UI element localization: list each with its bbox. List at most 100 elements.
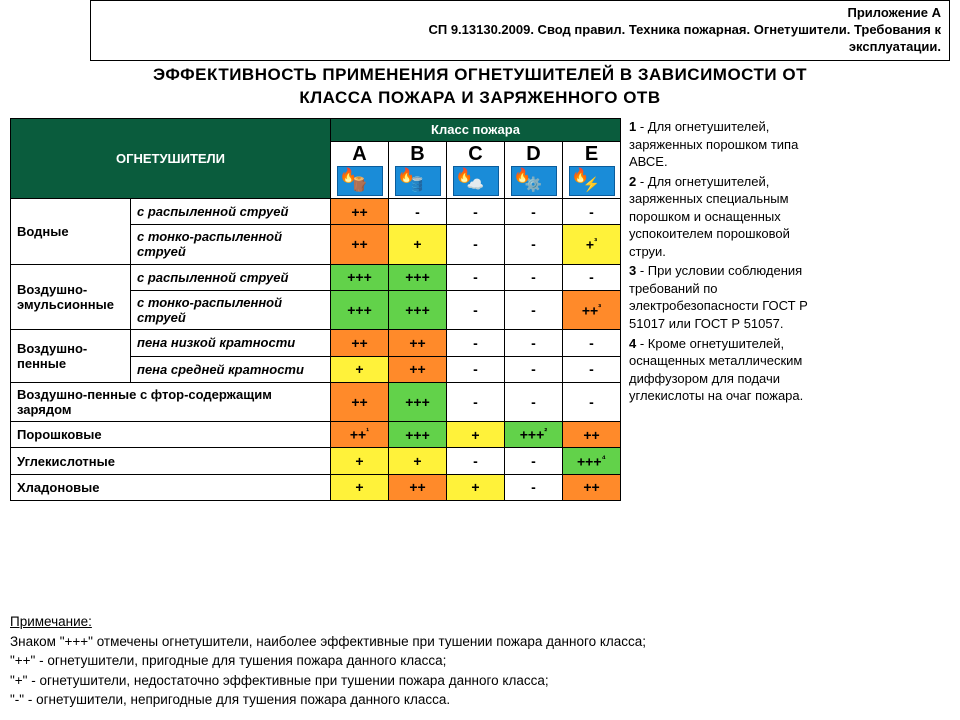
eff-cell: -	[389, 199, 447, 225]
class-letter: B	[389, 144, 446, 164]
table-row: Воздушно-пенныепена низкой кратности++++…	[11, 330, 621, 356]
table-row: Воздушно-пенные с фтор-содержащим зарядо…	[11, 382, 621, 421]
effectiveness-table: ОГНЕТУШИТЕЛИКласс пожараA🪵B🛢️C☁️D⚙️E⚡ Во…	[10, 118, 621, 501]
class-letter: E	[563, 144, 620, 164]
content-wrap: ОГНЕТУШИТЕЛИКласс пожараA🪵B🛢️C☁️D⚙️E⚡ Во…	[10, 118, 809, 498]
fire-class-icon: ⚙️	[511, 166, 557, 196]
title-line2: КЛАССА ПОЖАРА И ЗАРЯЖЕННОГО ОТВ	[0, 87, 960, 110]
sidenote-num: 4	[629, 336, 636, 351]
eff-cell: -	[505, 290, 563, 329]
eff-cell: -	[563, 330, 621, 356]
eff-cell: +++	[331, 290, 389, 329]
eff-cell: -	[447, 225, 505, 264]
eff-cell: -	[505, 448, 563, 474]
eff-cell: -	[505, 356, 563, 382]
eff-cell: -	[505, 330, 563, 356]
appendix-line2: СП 9.13130.2009. Свод правил. Техника по…	[99, 22, 941, 39]
table-row: Порошковые++¹+++++++²++	[11, 422, 621, 448]
eff-cell: ++	[331, 225, 389, 264]
class-pictogram: 🛢️	[409, 176, 426, 193]
footnotes: Примечание: Знаком "+++" отмечены огнету…	[10, 612, 646, 710]
row-group: Воздушно-пенные	[11, 330, 131, 383]
sidenote: 4 - Кроме огнетушителей, оснащенных мета…	[629, 335, 809, 405]
class-letter: D	[505, 144, 562, 164]
eff-cell: -	[505, 382, 563, 421]
eff-cell: ++³	[563, 290, 621, 329]
eff-cell: -	[447, 264, 505, 290]
row-full: Порошковые	[11, 422, 331, 448]
footnote-line: Знаком "+++" отмечены огнетушители, наиб…	[10, 632, 646, 652]
eff-cell: ++	[389, 330, 447, 356]
footnote-line: "+" - огнетушители, недостаточно эффекти…	[10, 671, 646, 691]
class-letter: C	[447, 144, 504, 164]
sidenote: 1 - Для огнетушителей, заряженных порошк…	[629, 118, 809, 171]
row-group: Водные	[11, 199, 131, 265]
fire-class-icon: ⚡	[569, 166, 615, 196]
row-sub: пена средней кратности	[131, 356, 331, 382]
eff-cell: ++	[331, 199, 389, 225]
eff-cell: -	[505, 264, 563, 290]
sidenote-num: 1	[629, 119, 636, 134]
row-sub: пена низкой кратности	[131, 330, 331, 356]
footnotes-body: Знаком "+++" отмечены огнетушители, наиб…	[10, 632, 646, 710]
row-sub: с тонко-распыленной струей	[131, 225, 331, 264]
eff-cell: +++	[389, 382, 447, 421]
eff-cell: +	[331, 448, 389, 474]
eff-cell: -	[563, 382, 621, 421]
eff-cell: ++	[389, 356, 447, 382]
eff-cell: +++	[389, 290, 447, 329]
eff-cell: +++	[389, 264, 447, 290]
eff-cell: ++¹	[331, 422, 389, 448]
main-title: ЭФФЕКТИВНОСТЬ ПРИМЕНЕНИЯ ОГНЕТУШИТЕЛЕЙ В…	[0, 64, 960, 110]
eff-cell: ++	[331, 382, 389, 421]
eff-cell: -	[505, 474, 563, 500]
class-pictogram: ⚡	[583, 176, 600, 193]
footnotes-title: Примечание:	[10, 612, 646, 632]
eff-cell: +++²	[505, 422, 563, 448]
class-pictogram: 🪵	[351, 176, 368, 193]
eff-cell: ++	[331, 330, 389, 356]
class-header-E: E⚡	[563, 141, 621, 198]
eff-cell: -	[447, 356, 505, 382]
table-row: Углекислотные++--+++⁴	[11, 448, 621, 474]
appendix-line3: эксплуатации.	[99, 39, 941, 56]
eff-cell: +++⁴	[563, 448, 621, 474]
table-row: Водныес распыленной струей++----	[11, 199, 621, 225]
header-extinguishers: ОГНЕТУШИТЕЛИ	[11, 119, 331, 199]
row-full: Хладоновые	[11, 474, 331, 500]
eff-cell: ++	[563, 474, 621, 500]
fire-class-icon: 🪵	[337, 166, 383, 196]
eff-cell: -	[447, 448, 505, 474]
eff-cell: -	[447, 330, 505, 356]
class-header-C: C☁️	[447, 141, 505, 198]
header-fire-class: Класс пожара	[331, 119, 621, 142]
table-head: ОГНЕТУШИТЕЛИКласс пожараA🪵B🛢️C☁️D⚙️E⚡	[11, 119, 621, 199]
eff-cell: -	[563, 356, 621, 382]
footnote-line: "++" - огнетушители, пригодные для тушен…	[10, 651, 646, 671]
eff-cell: ++	[563, 422, 621, 448]
row-sub: с распыленной струей	[131, 264, 331, 290]
fire-class-icon: ☁️	[453, 166, 499, 196]
eff-cell: +	[389, 448, 447, 474]
eff-cell: -	[505, 225, 563, 264]
sidenote: 3 - При условии соблюдения требований по…	[629, 262, 809, 332]
row-group: Воздушно-эмульсионные	[11, 264, 131, 330]
table-row: Воздушно-эмульсионныес распыленной струе…	[11, 264, 621, 290]
appendix-line1: Приложение А	[99, 5, 941, 22]
row-full: Воздушно-пенные с фтор-содержащим зарядо…	[11, 382, 331, 421]
class-letter: A	[331, 144, 388, 164]
row-sub: с распыленной струей	[131, 199, 331, 225]
eff-cell: +³	[563, 225, 621, 264]
title-line1: ЭФФЕКТИВНОСТЬ ПРИМЕНЕНИЯ ОГНЕТУШИТЕЛЕЙ В…	[0, 64, 960, 87]
class-pictogram: ⚙️	[525, 176, 542, 193]
eff-cell: -	[505, 199, 563, 225]
eff-cell: -	[447, 290, 505, 329]
eff-cell: +	[389, 225, 447, 264]
sidenote-num: 3	[629, 263, 636, 278]
row-sub: с тонко-распыленной струей	[131, 290, 331, 329]
sidenote-num: 2	[629, 174, 636, 189]
eff-cell: +	[331, 356, 389, 382]
eff-cell: -	[447, 199, 505, 225]
table-row: Хладоновые++++-++	[11, 474, 621, 500]
eff-cell: +	[447, 474, 505, 500]
